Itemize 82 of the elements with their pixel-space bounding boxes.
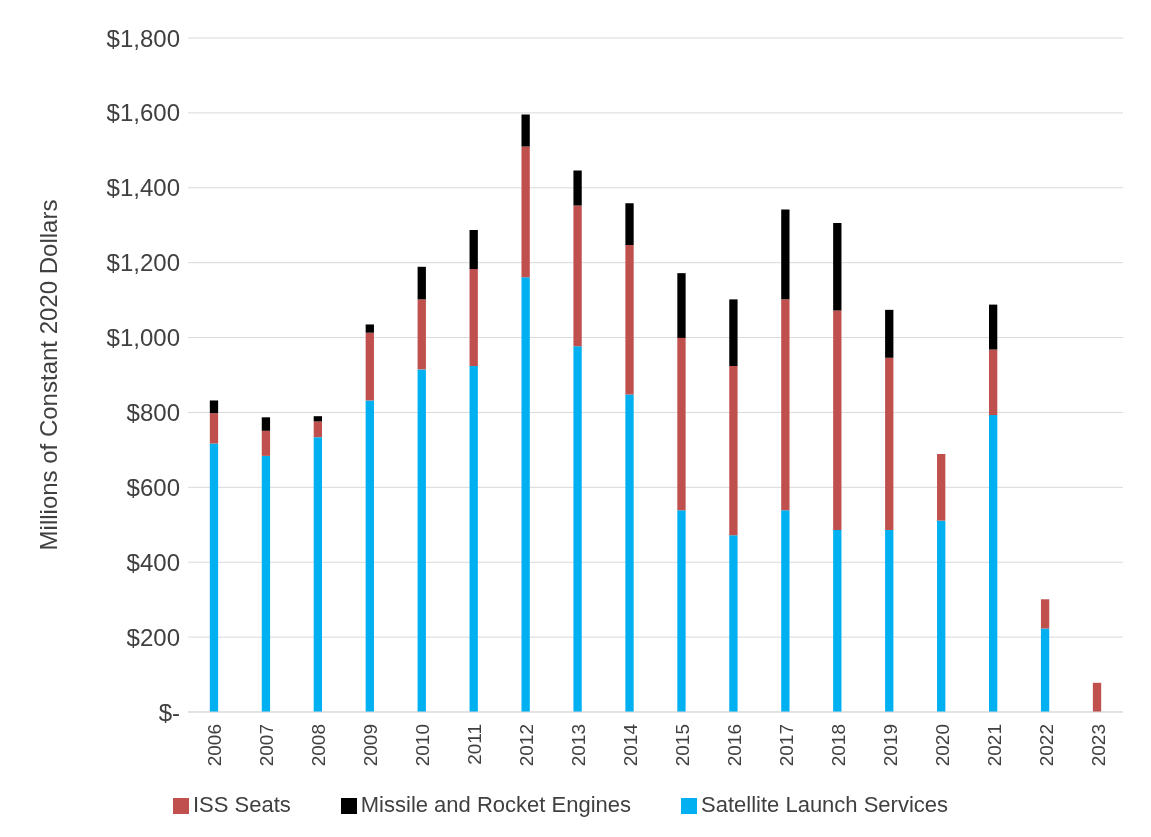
x-tick-label: 2008	[308, 724, 330, 767]
x-tick-label: 2007	[256, 724, 278, 767]
bar	[573, 170, 582, 206]
bar	[781, 510, 790, 712]
bar	[209, 400, 219, 414]
bar	[209, 443, 219, 712]
bar	[313, 421, 323, 438]
x-tick-label: 2014	[620, 723, 642, 767]
bar	[625, 394, 634, 712]
bar	[417, 369, 426, 712]
bar	[521, 114, 530, 147]
y-tick-label: $800	[126, 398, 180, 426]
bar	[573, 346, 582, 712]
x-tick-label: 2015	[671, 724, 693, 767]
x-tick-label: 2009	[360, 724, 382, 767]
bar	[988, 304, 998, 350]
bar	[937, 454, 946, 521]
bar	[417, 299, 426, 370]
bar	[261, 455, 271, 712]
bar	[677, 510, 686, 712]
bar	[677, 273, 686, 338]
y-tick-label: $1,600	[106, 99, 180, 127]
bar	[677, 337, 686, 511]
bar	[988, 415, 998, 712]
legend-label: Missile and Rocket Engines	[360, 792, 632, 817]
legend-label: Satellite Launch Services	[701, 792, 949, 817]
bar	[833, 310, 842, 531]
x-tick-label: 2021	[983, 724, 1005, 767]
y-tick-label: $200	[126, 623, 180, 651]
x-tick-label: 2018	[827, 724, 849, 767]
bar	[417, 266, 426, 300]
bar	[469, 230, 478, 270]
bar	[365, 332, 374, 401]
bar	[573, 205, 582, 347]
bar	[885, 530, 894, 712]
x-tick-label: 2020	[931, 724, 953, 767]
bar	[885, 309, 894, 358]
y-tick-label: $1,000	[106, 324, 180, 352]
bar	[781, 209, 790, 300]
bar	[521, 277, 530, 712]
x-tick-label: 2019	[879, 724, 901, 767]
x-tick-label: 2012	[516, 724, 538, 767]
bar	[729, 366, 738, 536]
bar	[365, 400, 374, 712]
bar	[1040, 628, 1050, 712]
bar	[833, 222, 842, 311]
bar	[1040, 599, 1050, 629]
bar	[313, 416, 323, 422]
bar	[937, 520, 946, 712]
bar	[729, 299, 738, 367]
y-tick-label: $1,200	[106, 249, 180, 277]
bar	[313, 437, 323, 712]
x-tick-label: 2016	[723, 724, 745, 767]
bar	[781, 299, 790, 511]
x-tick-label: 2011	[464, 724, 486, 765]
y-tick-label: $600	[126, 473, 180, 501]
bar	[469, 269, 478, 367]
legend-label: ISS Seats	[192, 792, 291, 817]
bar	[261, 417, 271, 431]
bar	[885, 357, 894, 531]
bar	[833, 530, 842, 712]
bar	[625, 245, 634, 395]
y-tick-label: $1,400	[106, 174, 180, 202]
y-tick-label: $1,800	[106, 24, 180, 52]
bar	[209, 413, 219, 444]
bar	[625, 203, 634, 246]
x-tick-label: 2013	[568, 724, 590, 767]
x-tick-label: 2010	[412, 724, 434, 767]
y-tick-label: $-	[158, 698, 180, 726]
x-tick-label: 2023	[1087, 724, 1109, 767]
bar	[365, 324, 374, 333]
bar	[261, 430, 271, 456]
bar	[521, 146, 530, 278]
bar	[469, 366, 478, 712]
x-tick-label: 2017	[775, 724, 797, 767]
bar	[988, 349, 998, 416]
y-axis-title: Millions of Constant 2020 Dollars	[34, 199, 62, 551]
bar	[729, 535, 738, 712]
x-tick-label: 2006	[204, 724, 226, 767]
x-tick-label: 2022	[1035, 724, 1057, 767]
y-tick-label: $400	[126, 548, 180, 576]
bar	[1092, 682, 1102, 712]
